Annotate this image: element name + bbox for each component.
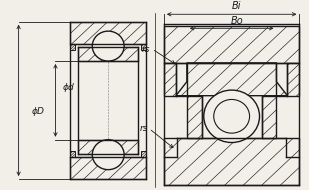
Polygon shape — [261, 96, 277, 138]
Polygon shape — [164, 63, 176, 96]
Polygon shape — [187, 96, 202, 138]
Polygon shape — [78, 140, 138, 154]
Polygon shape — [141, 44, 146, 50]
Text: rs: rs — [140, 124, 148, 133]
Polygon shape — [78, 47, 138, 61]
Polygon shape — [70, 22, 146, 44]
Polygon shape — [70, 151, 75, 157]
Polygon shape — [141, 151, 146, 157]
Circle shape — [92, 140, 124, 170]
Polygon shape — [164, 25, 299, 63]
Polygon shape — [287, 63, 299, 96]
Text: Bi: Bi — [232, 1, 241, 10]
Circle shape — [214, 99, 250, 133]
Text: $\phi$D: $\phi$D — [31, 105, 46, 118]
Text: Bo: Bo — [230, 17, 243, 26]
Circle shape — [92, 31, 124, 61]
Polygon shape — [70, 44, 75, 50]
Text: rs: rs — [142, 45, 150, 54]
Circle shape — [204, 90, 260, 142]
Polygon shape — [70, 157, 146, 179]
Polygon shape — [176, 63, 287, 96]
Polygon shape — [164, 138, 299, 185]
Text: $\phi$d: $\phi$d — [61, 81, 75, 94]
